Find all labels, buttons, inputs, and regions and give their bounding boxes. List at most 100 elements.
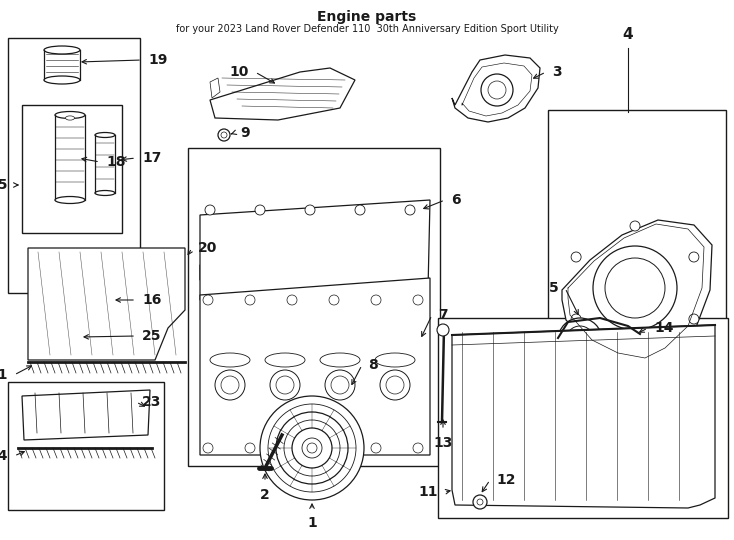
- Circle shape: [386, 376, 404, 394]
- Text: 25: 25: [142, 329, 161, 343]
- Polygon shape: [22, 390, 150, 440]
- Circle shape: [413, 295, 423, 305]
- Text: Engine parts: Engine parts: [317, 10, 417, 24]
- Bar: [210, 360, 250, 410]
- Circle shape: [203, 295, 213, 305]
- Ellipse shape: [334, 224, 358, 236]
- Circle shape: [605, 258, 665, 318]
- Circle shape: [245, 295, 255, 305]
- Bar: [8, 382, 164, 510]
- Text: 10: 10: [230, 65, 249, 79]
- Ellipse shape: [44, 46, 80, 54]
- Text: 7: 7: [438, 308, 448, 322]
- Circle shape: [571, 252, 581, 262]
- Text: 16: 16: [142, 293, 161, 307]
- Polygon shape: [452, 325, 715, 508]
- Text: 18: 18: [106, 155, 126, 169]
- Text: 19: 19: [148, 53, 167, 67]
- Text: 6: 6: [451, 193, 461, 207]
- Bar: [22, 105, 122, 233]
- Polygon shape: [210, 68, 355, 120]
- Ellipse shape: [65, 116, 74, 120]
- Bar: [8, 38, 140, 293]
- Circle shape: [268, 404, 356, 492]
- Circle shape: [689, 252, 699, 262]
- Circle shape: [593, 246, 677, 330]
- Circle shape: [307, 443, 317, 453]
- Ellipse shape: [232, 221, 268, 239]
- Circle shape: [566, 326, 594, 354]
- Circle shape: [413, 443, 423, 453]
- Ellipse shape: [382, 224, 406, 236]
- Circle shape: [245, 443, 255, 453]
- Ellipse shape: [376, 221, 412, 239]
- Circle shape: [355, 205, 365, 215]
- Circle shape: [203, 443, 213, 453]
- Ellipse shape: [286, 224, 310, 236]
- Circle shape: [371, 443, 381, 453]
- Ellipse shape: [95, 191, 115, 195]
- Circle shape: [437, 324, 449, 336]
- Circle shape: [276, 376, 294, 394]
- Circle shape: [371, 295, 381, 305]
- Ellipse shape: [55, 111, 85, 118]
- Polygon shape: [200, 278, 430, 455]
- Circle shape: [287, 443, 297, 453]
- Ellipse shape: [210, 353, 250, 367]
- Text: 17: 17: [142, 151, 161, 165]
- Text: 3: 3: [552, 65, 562, 79]
- Circle shape: [488, 81, 506, 99]
- Circle shape: [331, 376, 349, 394]
- Circle shape: [558, 318, 602, 362]
- Ellipse shape: [238, 224, 262, 236]
- Polygon shape: [562, 220, 712, 365]
- Circle shape: [302, 438, 322, 458]
- Ellipse shape: [44, 76, 80, 84]
- Circle shape: [255, 205, 265, 215]
- Polygon shape: [200, 200, 430, 300]
- Text: 21: 21: [0, 368, 8, 382]
- Ellipse shape: [265, 353, 305, 367]
- Text: 23: 23: [142, 395, 161, 409]
- Ellipse shape: [55, 197, 85, 204]
- Polygon shape: [210, 78, 220, 98]
- Circle shape: [305, 205, 315, 215]
- Circle shape: [43, 331, 57, 345]
- Circle shape: [221, 132, 227, 138]
- Ellipse shape: [375, 353, 415, 367]
- Bar: [320, 360, 360, 410]
- Circle shape: [481, 74, 513, 106]
- Ellipse shape: [280, 221, 316, 239]
- Circle shape: [630, 221, 640, 231]
- Bar: [375, 360, 415, 410]
- Circle shape: [270, 370, 300, 400]
- Circle shape: [284, 420, 340, 476]
- Text: 15: 15: [0, 178, 8, 192]
- Ellipse shape: [95, 132, 115, 138]
- Circle shape: [329, 295, 339, 305]
- Text: 9: 9: [240, 126, 250, 140]
- Text: for your 2023 Land Rover Defender 110  30th Anniversary Edition Sport Utility: for your 2023 Land Rover Defender 110 30…: [175, 24, 559, 34]
- Ellipse shape: [320, 353, 360, 367]
- Circle shape: [205, 205, 215, 215]
- Polygon shape: [452, 55, 540, 122]
- Circle shape: [405, 205, 415, 215]
- Circle shape: [573, 333, 587, 347]
- Text: 8: 8: [368, 358, 378, 372]
- Text: 2: 2: [260, 488, 270, 502]
- Text: 13: 13: [433, 436, 453, 450]
- Circle shape: [260, 396, 364, 500]
- Polygon shape: [28, 248, 185, 360]
- Circle shape: [215, 370, 245, 400]
- Bar: [188, 148, 440, 466]
- Circle shape: [292, 428, 332, 468]
- Bar: [438, 318, 728, 518]
- Circle shape: [218, 129, 230, 141]
- Polygon shape: [200, 245, 428, 280]
- Circle shape: [630, 345, 640, 355]
- Circle shape: [276, 412, 348, 484]
- Circle shape: [287, 295, 297, 305]
- Ellipse shape: [328, 221, 364, 239]
- Circle shape: [473, 495, 487, 509]
- Text: 14: 14: [654, 321, 674, 335]
